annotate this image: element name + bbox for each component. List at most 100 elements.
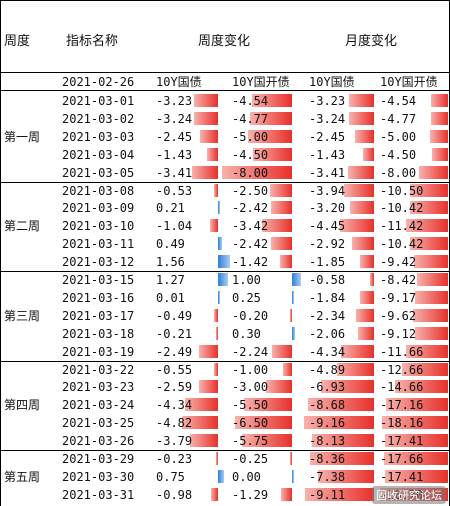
header-weekly-change: 周度变化 [198,34,251,49]
value-cell: -17.41 [380,469,424,484]
negative-bar [414,290,448,304]
positive-bar [292,326,295,340]
negative-bar [385,398,448,412]
table-row: 2021-03-10 -1.04 -3.42 -4.45 -11.42 [0,217,450,235]
positive-bar [292,290,295,304]
table-row: 2021-03-04 -1.43 -4.50 -1.43 -4.50 [0,146,450,164]
table-row: 2021-03-12 1.56 -1.42 -1.85 -9.42 [0,253,450,271]
table-row: 2021-03-09 0.21 -2.42 -3.20 -10.42 [0,199,450,217]
negative-bar [359,255,374,269]
value-cell: -2.59 [156,380,193,395]
negative-bar [430,111,448,125]
positive-bar [218,290,220,304]
row-date: 2021-03-31 [62,487,135,502]
negative-bar [355,129,374,143]
row-date: 2021-03-05 [62,165,135,180]
table-row: 2021-03-30 0.75 0.00 -7.38 -17.41 [0,468,450,486]
positive-bar [218,273,228,286]
negative-bar [381,416,448,430]
row-divider [0,360,450,362]
value-cell: -11.42 [380,219,424,234]
negative-bar [270,183,292,197]
value-cell: -3.41 [309,165,346,180]
row-date: 2021-03-10 [62,219,135,234]
base-label: 10Y国债 [309,75,355,89]
row-divider [0,72,450,73]
table-row: 2021-03-22 -0.55 -1.00 -4.89 -12.66 [0,361,450,379]
negative-bar [321,380,374,394]
negative-bar [216,326,218,340]
value-cell: -12.66 [380,362,424,377]
negative-bar [181,416,218,430]
negative-bar [417,273,448,286]
negative-bar [431,94,448,107]
value-cell: -2.24 [232,344,269,359]
table-row: 2021-03-24 -4.34 -5.50 -8.68 -17.16 [0,396,450,414]
value-cell: -10.50 [380,183,424,198]
negative-bar [310,452,374,465]
value-cell: -2.34 [309,308,346,323]
negative-bar [401,362,448,376]
value-cell: -2.42 [232,201,269,216]
value-cell: -0.20 [232,308,269,323]
table-row: 2021-03-15 1.27 1.00 -0.58 -8.42 [0,271,450,289]
value-cell: -3.00 [232,380,269,395]
negative-bar [340,219,374,233]
negative-bar [348,165,374,179]
value-cell: -11.66 [380,344,424,359]
row-date: 2021-03-03 [62,129,135,144]
negative-bar [344,183,374,197]
negative-bar [290,308,292,322]
negative-bar [307,398,374,412]
negative-bar [243,398,292,412]
value-cell: -5.50 [232,398,269,413]
negative-bar [248,129,292,143]
value-cell: -2.42 [232,237,269,252]
negative-bar [317,469,374,483]
value-cell: -1.84 [309,290,346,305]
value-cell: -1.42 [232,255,269,270]
value-cell: -9.17 [380,290,417,305]
value-cell: -2.49 [156,344,193,359]
value-cell: -4.89 [309,362,346,377]
negative-bar [289,452,292,465]
negative-bar [252,147,292,161]
value-cell: -4.77 [380,111,417,126]
negative-bar [409,183,448,197]
value-cell: -3.24 [156,111,193,126]
row-date: 2021-03-15 [62,273,135,287]
table-row: 2021-03-01 -3.23 -4.54 -3.23 -4.54 [0,92,450,110]
negative-bar [189,434,218,448]
negative-bar [304,487,374,501]
value-cell: 0.30 [232,326,261,341]
value-cell: -18.16 [380,416,424,431]
table-row: 2021-03-08 -0.53 -2.50 -3.94 -10.50 [0,182,450,200]
value-cell: -4.50 [232,147,269,162]
negative-bar [406,219,448,233]
table-row: 2021-03-03 -2.45 -5.00 -2.45 -5.00 [0,128,450,146]
value-cell: -5.75 [232,434,269,449]
week-label: 第三周 [4,308,41,323]
row-date: 2021-03-17 [62,308,135,323]
value-cell: -8.68 [309,398,346,413]
negative-bar [272,344,292,358]
week-label: 第四周 [4,398,41,413]
value-cell: -8.42 [380,273,417,287]
negative-bar [358,326,374,340]
base-date: 2021-02-26 [62,75,135,89]
row-date: 2021-03-30 [62,469,135,484]
negative-bar [199,129,218,143]
negative-bar [262,219,292,233]
negative-bar [279,255,292,269]
row-date: 2021-03-11 [62,237,135,252]
negative-bar [360,290,374,304]
value-cell: -6.93 [309,380,346,395]
value-cell: -1.29 [232,487,269,502]
table-row: 2021-03-17 -0.49 -0.20 -2.34 -9.62 [0,307,450,325]
row-date: 2021-03-09 [62,201,135,216]
value-cell: -1.00 [232,362,269,377]
negative-bar [418,165,448,179]
week-label: 第二周 [4,219,41,234]
value-cell: -4.34 [156,398,193,413]
row-divider [0,90,450,91]
